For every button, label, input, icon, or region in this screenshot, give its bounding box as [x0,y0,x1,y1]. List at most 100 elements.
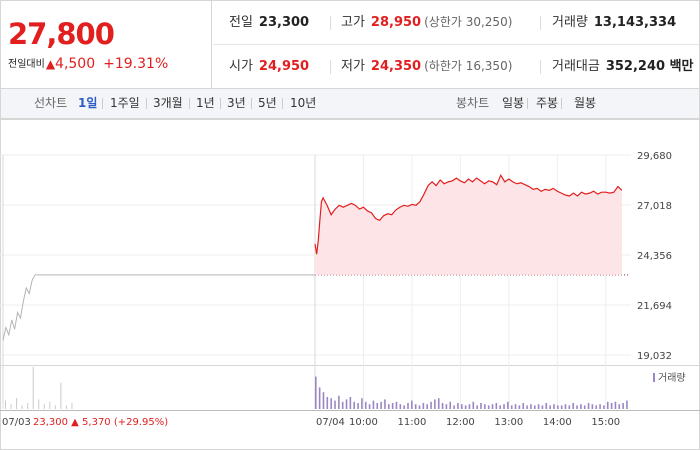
divider [330,16,331,30]
volume-bar [315,376,317,409]
x-tick-label: 12:00 [446,417,475,428]
tab-1-day[interactable]: 1일 [78,96,98,110]
volume-bar [522,403,525,409]
volume-bar [445,404,448,409]
volume-bar [480,403,482,409]
volume-bar [434,399,436,409]
volume-bar [557,405,559,409]
volume-bar [553,404,555,409]
volume-bar [5,400,6,409]
tab-3-years[interactable]: 3년 [227,96,246,110]
tab-weekly-candle[interactable]: 주봉 [536,96,559,110]
volume-bar [541,405,544,409]
volume-bar [16,398,18,409]
volume-bar [530,404,532,409]
y-tick-label: 27,018 [637,201,672,212]
tab-1-year[interactable]: 1년 [196,96,215,110]
divider [146,98,147,109]
intraday-chart[interactable]: 29,680 27,018 24,356 21,694 19,032 10:00 11:00… [0,119,700,450]
volume-bar [322,392,325,409]
volume-bar [21,405,23,409]
volume-bar [49,401,51,409]
candle-chart-label: 봉차트 [456,96,490,110]
change-label: 전일대비 [8,59,45,70]
tab-1-week[interactable]: 1주일 [110,96,140,110]
price-change-row: 전일대비▲4,500 +19.31% [8,55,168,72]
tab-10-years[interactable]: 10년 [290,96,317,110]
volume-legend-swatch [653,373,655,382]
tab-monthly-candle[interactable]: 월봉 [574,96,597,110]
volume-bar [414,404,417,409]
volume-bar [449,401,452,409]
volume-bar [10,404,12,409]
volume-bar [626,400,628,409]
volume-bar [472,401,475,409]
divider [540,16,541,30]
volume-bar [341,401,344,409]
y-tick-label: 29,680 [637,151,672,162]
volume-bar [603,405,605,409]
stat-value: 24,350 [370,59,422,74]
volume-bar [411,400,413,409]
volume-bar [364,401,367,409]
prev-day-line [2,274,36,341]
volume-bar [43,404,45,409]
price-box: 27,800 전일대비▲4,500 +19.31% [1,1,212,88]
volume-bar [422,403,425,409]
volume-bar [580,404,582,409]
volume-bar [576,405,578,409]
upper-limit: (상한가 30,250) [424,15,513,29]
divider [189,98,190,109]
tab-3-months[interactable]: 3개월 [153,96,183,110]
volume-bar [568,405,571,409]
tab-5-years[interactable]: 5년 [258,96,277,110]
volume-bar [476,405,478,409]
volume-bar [549,405,551,409]
stat-label: 거래대금 [552,59,600,74]
volume-bar [395,401,398,409]
volume-bar [491,404,494,409]
change-amount: 4,500 [55,56,96,72]
volume-bar [387,404,390,409]
volume-bar [457,403,459,409]
tab-daily-candle[interactable]: 일봉 [502,96,525,110]
volume-bar [526,405,528,409]
volume-bar [403,405,405,409]
volume-bar [357,403,359,409]
stat-label: 시가 [229,59,253,74]
volume-bar [426,404,429,409]
volume-bar [32,367,34,409]
x-tick-label: 10:00 [349,417,378,428]
stat-high: 고가 28,950 (상한가 30,250) [341,1,512,44]
volume-bar [334,400,336,409]
volume-bar [384,399,386,409]
volume-bar [453,405,455,409]
divider [251,98,252,109]
volume-bar [510,405,513,409]
divider [540,60,541,74]
stat-prev-close: 전일 23,300 [229,1,309,44]
volume-bar [38,399,40,409]
y-tick-label: 21,694 [637,301,672,312]
volume-bar [514,404,517,409]
volume-bar [595,405,598,409]
volume-bar [361,398,363,409]
volume-bar [460,404,463,409]
stat-label: 거래량 [552,15,588,30]
volume-bar [614,401,617,409]
volume-bar [495,403,498,409]
volume-bar [391,403,394,409]
volume-bar [587,403,590,409]
stat-value: 352,240 백만 [605,59,694,74]
line-chart-label: 선차트 [34,96,68,110]
volume-bar [599,404,601,409]
volume-bar [606,401,609,409]
volume-bar [54,405,56,409]
stat-value: 23,300 [258,15,310,30]
stat-open: 시가 24,950 [229,45,309,88]
volume-bar [622,403,624,409]
price-chart-svg[interactable]: 29,680 27,018 24,356 21,694 19,032 10:00 11:00… [0,119,700,450]
stat-value: 24,950 [258,59,310,74]
x-tick-label: 11:00 [398,417,427,428]
volume-bar [372,400,375,409]
